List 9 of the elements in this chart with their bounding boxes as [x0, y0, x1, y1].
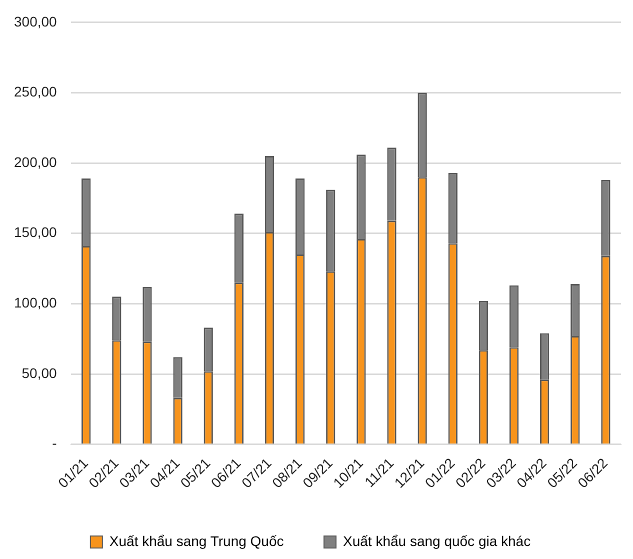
y-tick-label: 150,00 — [14, 224, 58, 240]
y-tick-label: 300,00 — [14, 13, 58, 30]
legend-label: Xuất khẩu sang quốc gia khác — [343, 532, 531, 549]
y-tick-label: 100,00 — [14, 294, 58, 311]
y-tick-label: 50,00 — [22, 364, 58, 381]
legend-label: Xuất khẩu sang Trung Quốc — [109, 532, 284, 549]
y-tick-label: 250,00 — [14, 84, 58, 100]
y-tick-label: 200,00 — [14, 154, 58, 170]
y-tick-label: - — [52, 435, 58, 452]
